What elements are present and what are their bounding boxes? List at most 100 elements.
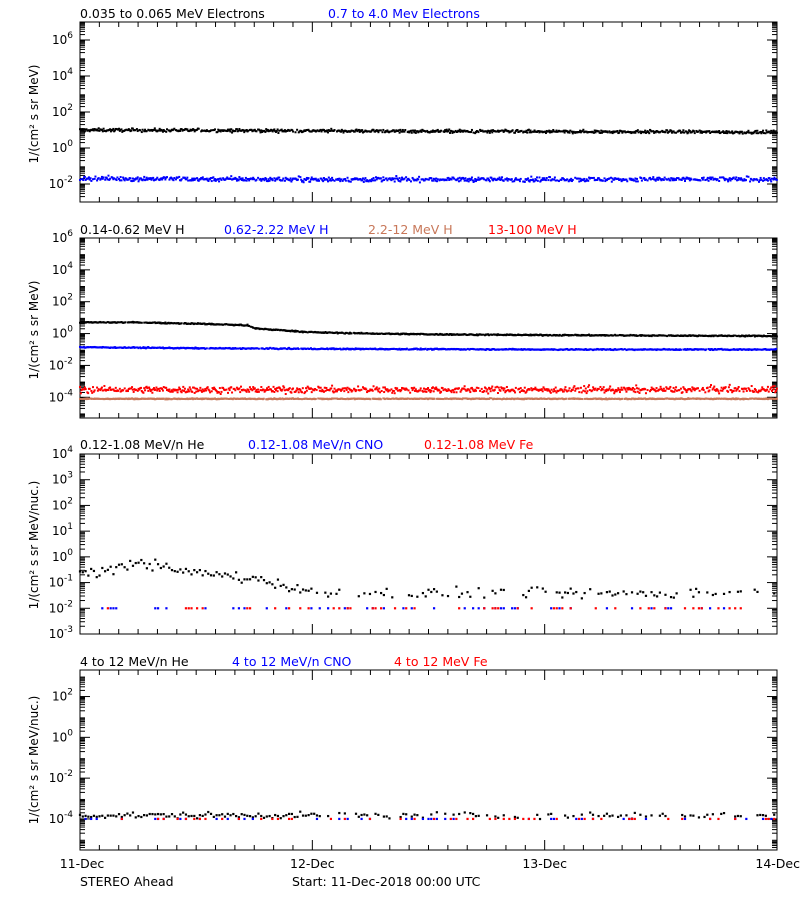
data-point (380, 129, 382, 131)
data-point (311, 391, 313, 393)
data-point (756, 179, 758, 181)
data-point (141, 322, 143, 324)
data-point (546, 177, 548, 179)
y-tick-base: 10 (52, 263, 67, 277)
data-point (396, 387, 398, 389)
data-point (554, 176, 556, 178)
data-point (240, 386, 242, 388)
data-point (770, 130, 772, 132)
data-point (331, 385, 333, 387)
data-point (381, 131, 383, 133)
data-point (316, 389, 318, 391)
data-point (420, 387, 422, 389)
data-point (273, 386, 275, 388)
data-point (220, 391, 222, 393)
data-point (257, 389, 259, 391)
data-point (702, 179, 704, 181)
data-point (621, 398, 623, 400)
data-point (273, 128, 275, 130)
data-point (179, 130, 181, 132)
data-point (315, 398, 317, 400)
data-point (520, 178, 522, 180)
data-point (382, 176, 384, 178)
data-point (527, 177, 529, 179)
data-point (747, 176, 749, 178)
y-tick-base: 10 (49, 390, 64, 404)
data-point (199, 387, 201, 389)
data-point (103, 128, 105, 130)
data-point (583, 178, 585, 180)
y-axis-label: 1/(cm² s sr MeV) (27, 281, 41, 380)
data-point (139, 129, 141, 131)
data-point (296, 129, 298, 131)
data-point (378, 388, 380, 390)
data-point (120, 179, 122, 181)
data-point (718, 180, 720, 182)
data-point (464, 385, 466, 387)
data-point (94, 176, 96, 178)
data-point (684, 180, 686, 182)
y-tick-label: 102 (52, 293, 73, 309)
data-point (762, 130, 764, 132)
data-point (640, 177, 642, 179)
data-point (565, 398, 567, 400)
data-point (765, 129, 767, 131)
data-point (475, 390, 477, 392)
data-point (451, 178, 453, 180)
data-point (292, 131, 294, 133)
data-point (537, 180, 539, 182)
data-point (202, 176, 204, 178)
data-point (162, 390, 164, 392)
data-point (186, 177, 188, 179)
data-point (405, 176, 407, 178)
data-point (343, 390, 345, 392)
data-point (382, 129, 384, 131)
data-point (122, 177, 124, 179)
data-point (435, 387, 437, 389)
data-point (144, 389, 146, 391)
data-point (238, 387, 240, 389)
data-point (652, 176, 654, 178)
data-point (745, 179, 747, 181)
data-point (775, 348, 777, 350)
data-point (298, 348, 300, 350)
data-point (536, 176, 538, 178)
data-point (418, 176, 420, 178)
data-point (165, 387, 167, 389)
data-point (351, 332, 353, 334)
data-point (257, 177, 259, 179)
data-point (137, 176, 139, 178)
data-point (283, 387, 285, 389)
data-point (330, 128, 332, 130)
data-point (524, 387, 526, 389)
data-point (127, 390, 129, 392)
data-point (551, 389, 553, 391)
data-point (380, 177, 382, 179)
data-point (436, 180, 438, 182)
data-point (506, 386, 508, 388)
y-tick-exponent: 0 (67, 139, 73, 149)
data-point (258, 348, 260, 350)
data-point (306, 390, 308, 392)
legend-series-1: 0.62-2.22 MeV H (224, 222, 329, 237)
data-point (401, 177, 403, 179)
data-point (230, 386, 232, 388)
data-point (181, 322, 183, 324)
data-point (122, 389, 124, 391)
data-point (187, 388, 189, 390)
y-tick-label: 100 (52, 139, 73, 155)
data-point (483, 390, 485, 392)
data-point (377, 131, 379, 133)
legend-series-2: 2.2-12 MeV H (368, 222, 453, 237)
data-point (529, 130, 531, 132)
data-point (637, 129, 639, 131)
data-point (151, 392, 153, 394)
data-point (125, 321, 127, 323)
data-point (489, 180, 491, 182)
data-point (152, 177, 154, 179)
data-point (411, 132, 413, 134)
data-point (499, 390, 501, 392)
y-tick-exponent: 2 (67, 293, 73, 303)
data-point (776, 179, 778, 181)
